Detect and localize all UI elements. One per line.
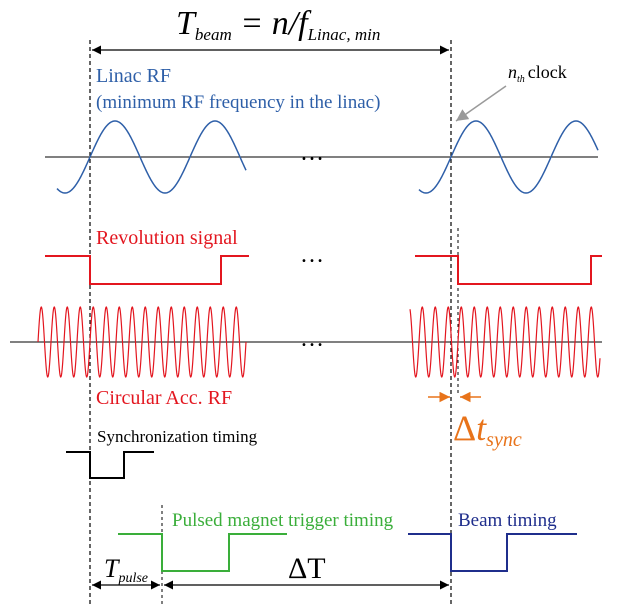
beam-timing-label: Beam timing [458, 510, 557, 531]
linac-rf-label: Linac RF [96, 65, 171, 87]
linac-ellipsis: … [300, 140, 324, 166]
sync-timing-pulse [66, 451, 154, 479]
revolution-signal-right [415, 255, 602, 285]
sync-timing-label: Synchronization timing [97, 427, 258, 446]
linac-rf-wave-right [418, 120, 599, 194]
nth-clock-arrow [455, 85, 507, 122]
linac-rf-wave-left [56, 120, 247, 194]
circular-rf-label: Circular Acc. RF [96, 387, 232, 409]
revolution-ellipsis: … [300, 242, 324, 268]
beam-timing-pulse [408, 533, 577, 572]
revolution-signal-label: Revolution signal [96, 227, 238, 249]
revolution-signal-left [45, 255, 249, 285]
circular-rf-wave-left [37, 306, 247, 378]
linac-rf-note: (minimum RF frequency in the linac) [96, 92, 380, 113]
delta-t-label: ΔT [288, 552, 326, 585]
nth-clock-label: nth clock [508, 62, 567, 85]
circular-ellipsis: … [300, 326, 324, 352]
delta-sync-label: Δtsync [453, 408, 522, 451]
t-pulse-label: Tpulse [104, 554, 148, 586]
pulsed-magnet-label: Pulsed magnet trigger timing [172, 510, 394, 531]
pulsed-magnet-pulse [118, 533, 287, 572]
circular-rf-wave-right [409, 306, 601, 378]
title-equation: Tbeam = n/fLinac, min [176, 5, 380, 44]
